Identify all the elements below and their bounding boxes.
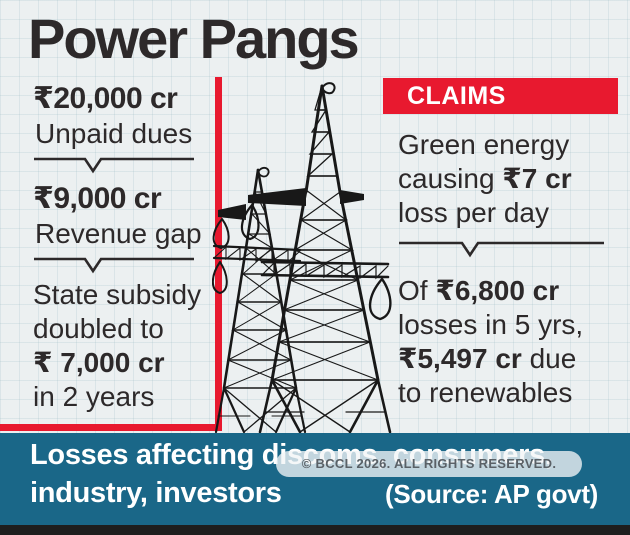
state-subsidy-note: State subsidy doubled to ₹ 7,000 cr in 2 ye… [33, 278, 201, 414]
footer-source: (Source: AP govt) [385, 479, 599, 509]
text-line: ₹ 7,000 cr [33, 347, 165, 378]
section-divider-icon [399, 241, 604, 258]
text-line: losses in 5 yrs, [398, 309, 584, 340]
text-line: Green energy [398, 129, 570, 160]
section-divider-icon [34, 157, 194, 174]
text-line: causing ₹7 cr [398, 163, 572, 194]
text-line: in 2 years [33, 381, 155, 412]
text-line: doubled to [33, 313, 164, 344]
claim-green-energy: Green energy causing ₹7 cr loss per day [398, 128, 572, 230]
text-line: State subsidy [33, 279, 202, 310]
bottom-strip [0, 525, 630, 535]
claims-banner-label: CLAIMS [407, 82, 506, 110]
section-divider-icon [34, 257, 194, 274]
copyright-watermark: © BCCL 2026. ALL RIGHTS RESERVED. [276, 451, 582, 477]
text-line: Of ₹6,800 cr [398, 275, 560, 306]
claims-banner: CLAIMS [383, 78, 618, 114]
stat-revenue-gap-value: ₹9,000 cr [33, 182, 162, 215]
page-title: Power Pangs [28, 7, 360, 70]
stat-unpaid-dues-value: ₹20,000 cr [33, 82, 178, 115]
text-line: to renewables [398, 377, 573, 408]
red-divider-horizontal [0, 424, 222, 431]
claim-renewables-losses: Of ₹6,800 cr losses in 5 yrs, ₹5,497 cr du… [398, 274, 583, 410]
text-line: ₹5,497 cr due [398, 343, 577, 374]
text-line: loss per day [398, 197, 549, 228]
transmission-towers-illustration [212, 82, 392, 434]
stat-revenue-gap-label: Revenue gap [35, 218, 202, 249]
footer-message-line2: industry, investors [30, 477, 282, 509]
stat-unpaid-dues-label: Unpaid dues [35, 118, 193, 149]
footer-bar: Losses affecting discoms, consumers, ind… [0, 433, 630, 525]
